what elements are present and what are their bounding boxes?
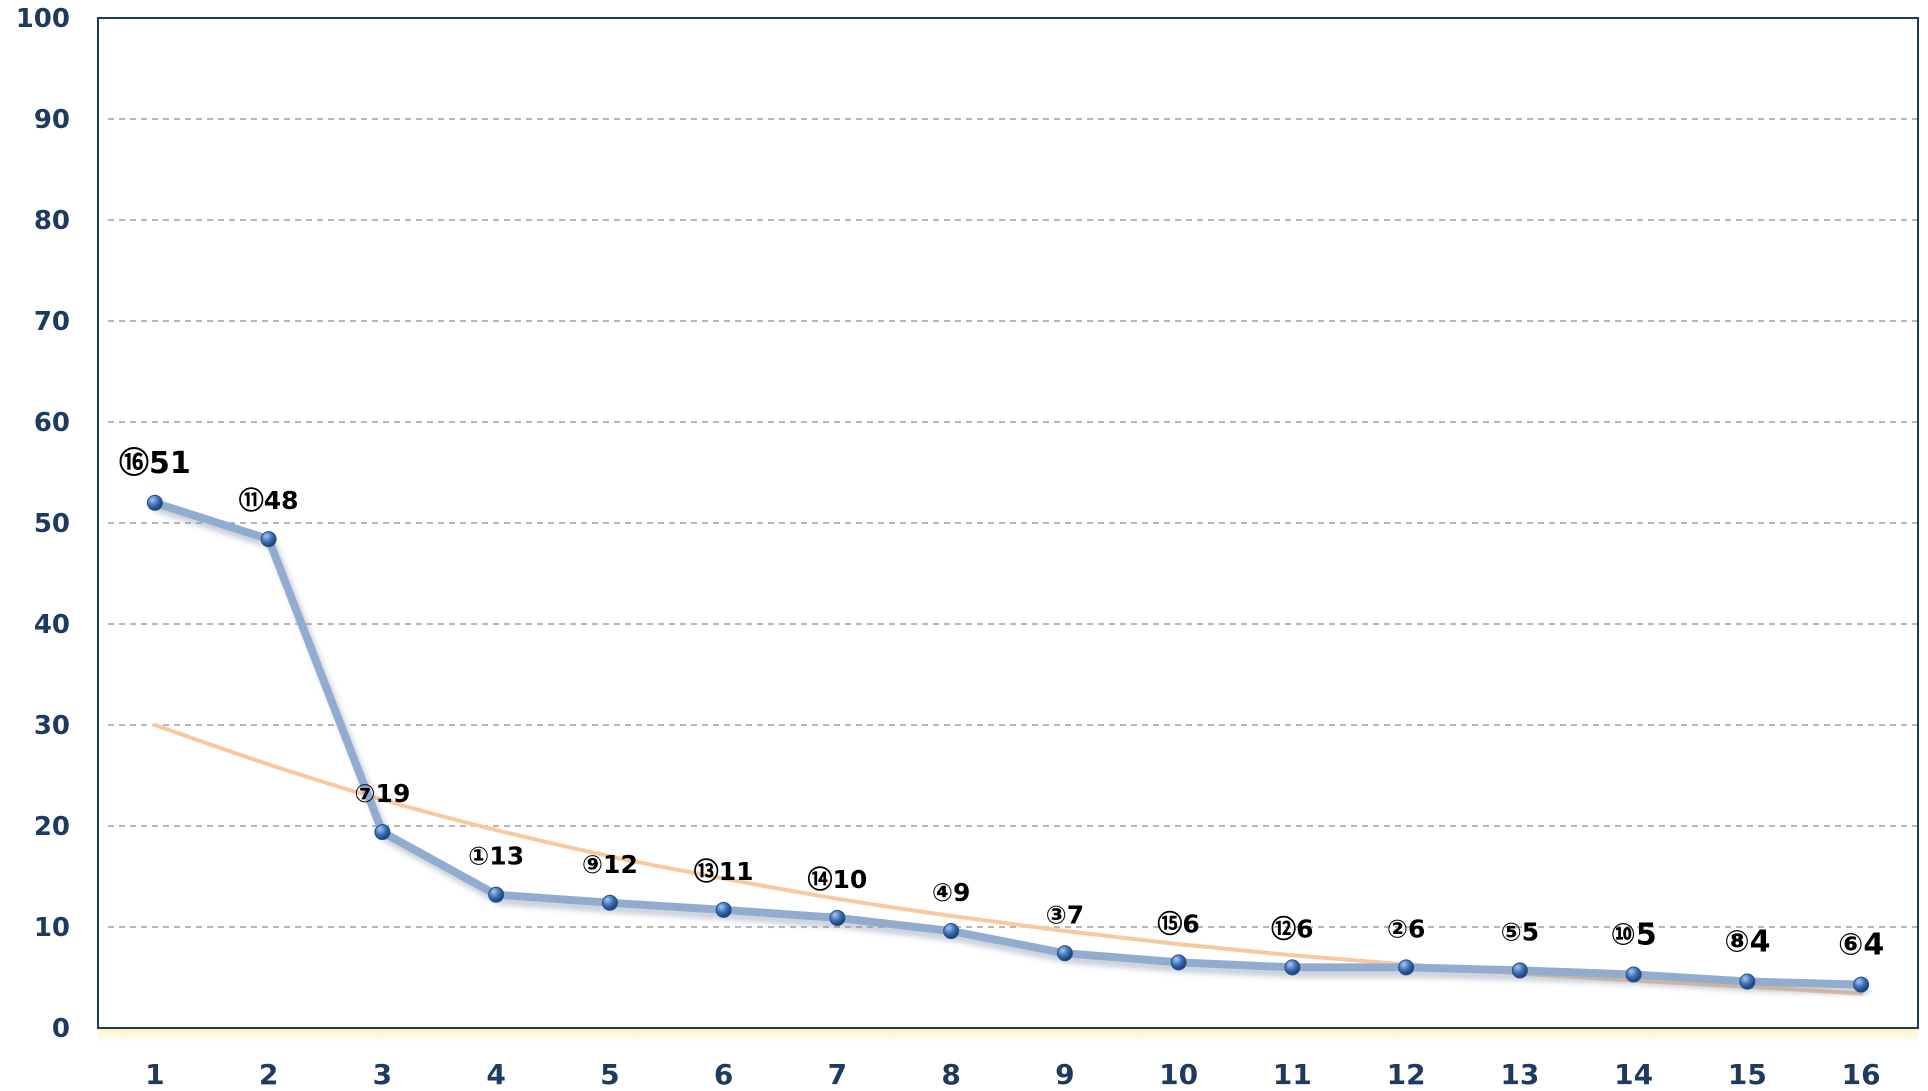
data-point — [1739, 973, 1756, 990]
data-label: ④9 — [932, 878, 971, 907]
data-label: ⑮6 — [1157, 909, 1199, 938]
x-tick-label: 10 — [1159, 1058, 1198, 1091]
x-tick-label: 2 — [259, 1058, 278, 1091]
x-tick-label: 12 — [1387, 1058, 1426, 1091]
y-tick-label: 80 — [34, 206, 70, 236]
x-tick-label: 5 — [600, 1058, 619, 1091]
data-label: ③7 — [1046, 900, 1085, 929]
data-label: ⑦19 — [354, 779, 410, 808]
data-point — [488, 886, 505, 903]
y-tick-label: 10 — [34, 913, 70, 943]
data-point — [829, 909, 846, 926]
data-label: ②6 — [1387, 914, 1426, 943]
data-label: ⑯51 — [119, 446, 191, 481]
data-point — [1853, 976, 1870, 993]
x-tick-label: 15 — [1728, 1058, 1767, 1091]
x-tick-label: 8 — [941, 1058, 960, 1091]
x-tick-label: 13 — [1500, 1058, 1539, 1091]
data-point — [1056, 945, 1073, 962]
data-point — [1625, 966, 1642, 983]
x-tick-label: 14 — [1614, 1058, 1653, 1091]
data-point — [1511, 962, 1528, 979]
plot-frame — [97, 17, 1919, 1029]
gridlines — [108, 118, 1918, 928]
x-tick-label: 9 — [1055, 1058, 1074, 1091]
data-point — [1284, 959, 1301, 976]
data-point — [601, 894, 618, 911]
axes — [97, 17, 1919, 1043]
data-label: ⑪48 — [239, 486, 299, 515]
data-point — [374, 824, 391, 841]
y-tick-label: 50 — [34, 509, 70, 539]
data-point — [1170, 954, 1187, 971]
data-label: ①13 — [468, 842, 524, 871]
data-label: ⑬11 — [694, 857, 754, 886]
x-tick-label: 4 — [486, 1058, 505, 1091]
data-point — [1398, 959, 1415, 976]
y-tick-label: 90 — [34, 105, 70, 135]
y-tick-label: 30 — [34, 711, 70, 741]
data-label: ⑤5 — [1501, 917, 1540, 946]
y-tick-label: 40 — [34, 610, 70, 640]
data-point — [715, 901, 732, 918]
x-tick-label: 11 — [1273, 1058, 1312, 1091]
y-tick-label: 70 — [34, 307, 70, 337]
data-label: ⑫6 — [1271, 914, 1313, 943]
trend-line — [152, 723, 1864, 996]
x-axis-ticks: 1 2 3 4 5 6 7 8 9 10 11 12 13 14 15 16 — [145, 1058, 1880, 1091]
data-label: ⑭10 — [807, 865, 867, 894]
x-tick-label: 6 — [714, 1058, 733, 1091]
y-tick-label: 0 — [52, 1014, 70, 1044]
y-tick-label: 60 — [34, 408, 70, 438]
data-label: ⑨12 — [582, 850, 638, 879]
y-axis-ticks: 0 10 20 30 40 50 60 70 80 90 100 — [16, 4, 70, 1044]
x-tick-label: 7 — [828, 1058, 847, 1091]
data-point — [146, 494, 163, 511]
data-labels: ⑯51 ⑪48 ⑦19 ①13 ⑨12 ⑬11 ⑭10 ④9 ③7 ⑮6 ⑫6 ②6 ⑤5 ⑩5 ⑧4 ⑥4 — [119, 446, 1884, 963]
x-tick-label: 3 — [373, 1058, 392, 1091]
data-label: ⑥4 — [1838, 928, 1884, 963]
data-point — [260, 531, 277, 548]
y-tick-label: 100 — [16, 4, 70, 34]
series-line — [150, 498, 1866, 989]
y-tick-label: 20 — [34, 812, 70, 842]
baseline-glow — [98, 1029, 1918, 1043]
x-tick-label: 16 — [1842, 1058, 1881, 1091]
x-tick-label: 1 — [145, 1058, 164, 1091]
data-label: ⑩5 — [1610, 917, 1656, 952]
data-point — [943, 923, 960, 940]
series — [146, 494, 1870, 996]
data-label: ⑧4 — [1724, 925, 1770, 960]
